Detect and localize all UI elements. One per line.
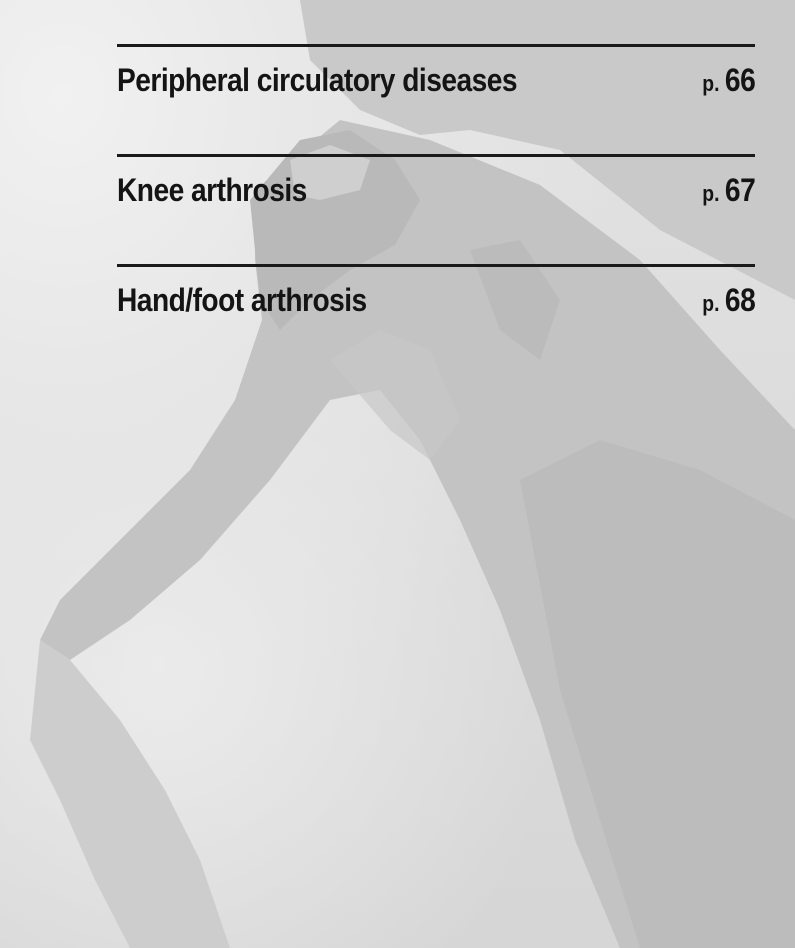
table-of-contents: Peripheral circulatory diseases p. 66 Kn… xyxy=(117,44,755,374)
divider xyxy=(117,154,755,157)
page-prefix: p. xyxy=(701,291,725,316)
toc-page-reference[interactable]: p. 68 xyxy=(701,282,756,319)
page-prefix: p. xyxy=(701,71,725,96)
garment-upper-right xyxy=(300,0,795,300)
toc-entry-peripheral-circulatory-diseases[interactable]: Peripheral circulatory diseases p. 66 xyxy=(117,44,755,154)
toc-entry-title[interactable]: Knee arthrosis xyxy=(117,172,307,208)
toc-page-reference[interactable]: p. 67 xyxy=(701,172,756,209)
toc-page-reference[interactable]: p. 66 xyxy=(701,62,756,99)
divider xyxy=(117,44,755,47)
toc-entry-title[interactable]: Peripheral circulatory diseases xyxy=(117,62,518,98)
garment-lower-right xyxy=(520,440,795,948)
toc-entry-hand-foot-arthrosis[interactable]: Hand/foot arthrosis p. 68 xyxy=(117,264,755,374)
page-number: 66 xyxy=(724,62,755,98)
divider xyxy=(117,264,755,267)
page-prefix: p. xyxy=(701,181,725,206)
toc-entry-title[interactable]: Hand/foot arthrosis xyxy=(117,282,367,318)
shadow-band xyxy=(470,240,560,360)
hand-highlight xyxy=(290,145,370,200)
page-number: 68 xyxy=(724,282,755,318)
shin-shape xyxy=(30,640,230,948)
fold-highlight xyxy=(330,330,460,460)
page-number: 67 xyxy=(724,172,755,208)
hands-shape xyxy=(250,130,420,330)
toc-entry-knee-arthrosis[interactable]: Knee arthrosis p. 67 xyxy=(117,154,755,264)
